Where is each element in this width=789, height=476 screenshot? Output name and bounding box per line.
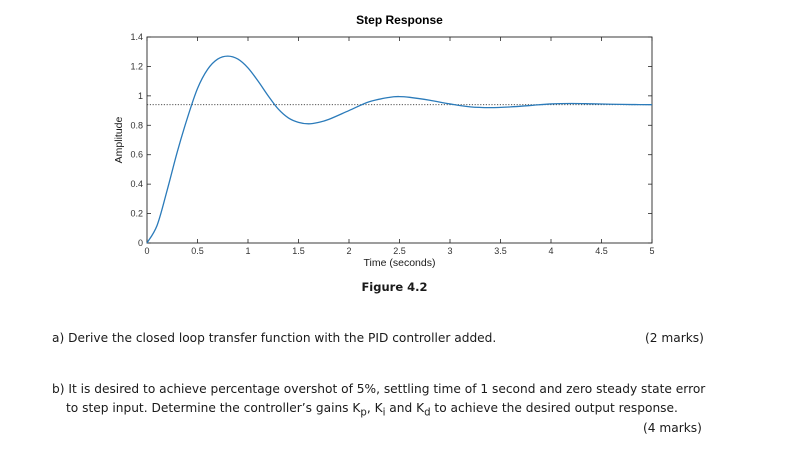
ki-subscript: i	[382, 407, 386, 419]
y-tick-label: 1.2	[130, 61, 143, 71]
x-tick-label: 3	[447, 246, 452, 256]
x-tick-label: 2	[346, 246, 351, 256]
question-b-marks: (4 marks)	[643, 421, 702, 435]
x-tick-label: 2.5	[393, 246, 406, 256]
x-tick-label: 0.5	[191, 246, 204, 256]
x-tick-label: 4.5	[595, 246, 608, 256]
y-tick-label: 1.4	[130, 32, 143, 42]
response-curve	[146, 55, 653, 244]
y-axis-ticks: 0 0.2 0.4 0.6 0.8 1 1.2 1.4	[130, 32, 652, 248]
x-axis-ticks: 0 0.5 1 1.5 2 2.5 3 3.5 4 4.5 5	[144, 37, 655, 256]
y-axis-label: Amplitude	[113, 117, 125, 164]
question-b-line1: b) It is desired to achieve percentage o…	[52, 382, 706, 396]
x-tick-label: 5	[649, 246, 654, 256]
y-tick-label: 0.6	[130, 150, 143, 160]
plot-axes	[146, 36, 653, 244]
step-response-chart: Step Response 0 0.5 1 1.5 2 2.5 3 3.5 4 4.5 5 0 0.2…	[113, 13, 655, 269]
y-tick-label: 1	[138, 91, 143, 101]
question-b-separator-1: , K	[366, 401, 383, 415]
question-a-text: a) Derive the closed loop transfer funct…	[52, 331, 497, 345]
plot-area-frame	[146, 36, 653, 244]
kd-subscript: d	[424, 407, 431, 419]
question-a-marks: (2 marks)	[645, 331, 704, 345]
figure-caption: Figure 4.2	[361, 280, 428, 294]
x-tick-label: 1	[245, 246, 250, 256]
y-tick-label: 0.2	[130, 209, 143, 219]
question-b-text: b) It is desired to achieve percentage o…	[52, 380, 742, 422]
y-tick-label: 0	[138, 238, 143, 248]
question-b-line2-end: to achieve the desired output response.	[430, 401, 678, 415]
question-b-line2-start: to step input. Determine the controller’…	[66, 401, 361, 415]
x-tick-label: 0	[144, 246, 149, 256]
question-b-line2: to step input. Determine the controller’…	[52, 399, 742, 422]
question-b-separator-2: and K	[385, 401, 425, 415]
y-tick-label: 0.4	[130, 179, 143, 189]
chart-title: Step Response	[356, 13, 443, 27]
x-axis-label: Time (seconds)	[364, 257, 436, 269]
x-tick-label: 4	[548, 246, 553, 256]
y-tick-label: 0.8	[130, 120, 143, 130]
kp-subscript: p	[360, 407, 367, 419]
x-tick-label: 1.5	[292, 246, 305, 256]
x-tick-label: 3.5	[494, 246, 507, 256]
